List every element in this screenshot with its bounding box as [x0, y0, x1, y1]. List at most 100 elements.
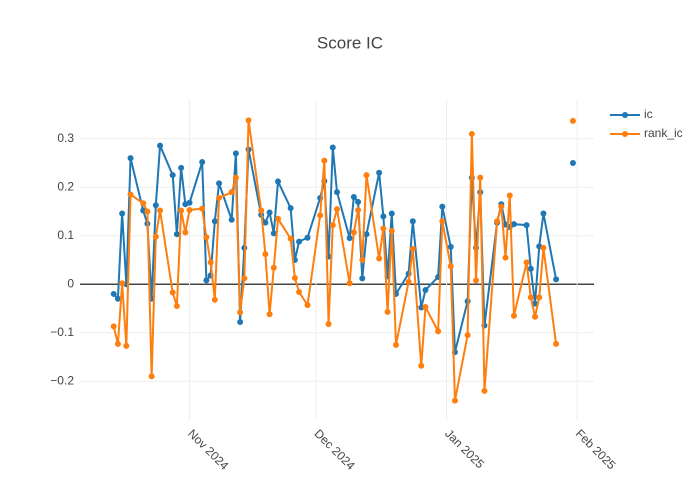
- point: [123, 342, 130, 349]
- point: [127, 155, 134, 162]
- point: [228, 189, 235, 196]
- point: [296, 289, 303, 295]
- point: [346, 235, 353, 242]
- point: [317, 212, 324, 219]
- y-tick-label: 0.2: [57, 179, 74, 193]
- point: [329, 144, 336, 151]
- x-tick-label: Nov 2024: [185, 426, 231, 472]
- y-tick-label: 0.3: [57, 131, 74, 145]
- point: [110, 290, 117, 297]
- point: [376, 169, 383, 176]
- point: [409, 245, 416, 252]
- point: [237, 309, 244, 316]
- y-tick-label: 0.1: [57, 228, 74, 242]
- point: [569, 117, 576, 124]
- legend-item: rank_ic: [610, 126, 683, 140]
- point: [527, 265, 534, 272]
- point: [127, 191, 134, 198]
- point: [203, 234, 210, 241]
- point: [553, 340, 560, 347]
- chart-title: Score IC: [317, 33, 383, 52]
- point: [232, 150, 239, 157]
- x-tick-label: Dec 2024: [312, 426, 358, 472]
- legend-label: ic: [644, 107, 653, 121]
- point: [388, 227, 395, 234]
- point: [304, 234, 311, 241]
- point: [468, 130, 475, 137]
- point: [232, 174, 239, 181]
- point: [157, 142, 164, 149]
- y-tick-label: 0: [67, 276, 74, 290]
- point: [211, 218, 218, 225]
- point: [422, 304, 429, 311]
- point: [203, 277, 210, 284]
- point: [363, 231, 370, 238]
- point: [270, 230, 277, 237]
- point: [510, 312, 517, 319]
- point: [266, 209, 273, 216]
- point: [355, 198, 362, 205]
- point: [481, 387, 488, 394]
- point: [553, 276, 560, 283]
- point: [380, 225, 387, 232]
- point: [241, 275, 248, 282]
- point: [237, 319, 244, 326]
- point: [296, 238, 303, 245]
- point: [334, 189, 340, 196]
- point: [270, 264, 277, 271]
- point: [216, 180, 223, 187]
- point: [334, 206, 340, 213]
- point: [114, 295, 121, 302]
- point: [363, 172, 370, 179]
- point: [173, 231, 180, 238]
- point: [376, 255, 383, 262]
- legend-marker: [622, 131, 628, 137]
- point: [523, 222, 530, 229]
- legend-item: ic: [610, 107, 653, 121]
- point: [304, 302, 311, 309]
- point: [498, 203, 505, 210]
- point: [435, 328, 442, 335]
- point: [169, 172, 176, 179]
- point: [502, 254, 509, 261]
- point: [418, 362, 425, 369]
- point: [148, 373, 155, 380]
- point: [447, 263, 454, 270]
- y-tick-label: −0.1: [50, 325, 74, 339]
- point: [325, 321, 332, 327]
- point: [169, 289, 176, 296]
- point: [211, 296, 218, 303]
- point: [359, 257, 366, 263]
- point: [532, 313, 539, 320]
- point: [477, 174, 484, 181]
- point: [262, 219, 269, 226]
- point: [178, 207, 185, 214]
- point: [329, 222, 336, 229]
- point: [523, 259, 530, 266]
- point: [216, 194, 223, 201]
- point: [207, 259, 214, 266]
- point: [473, 277, 480, 284]
- point: [173, 303, 180, 310]
- point: [447, 243, 454, 250]
- legend-label: rank_ic: [644, 126, 683, 140]
- point: [140, 200, 147, 207]
- point: [245, 117, 252, 124]
- point: [157, 207, 164, 214]
- point: [506, 192, 513, 199]
- point: [451, 397, 458, 404]
- point: [569, 160, 576, 167]
- series: [110, 117, 576, 404]
- point: [152, 233, 159, 240]
- point: [527, 294, 534, 301]
- point: [199, 205, 206, 212]
- x-tick-label: Feb 2025: [573, 426, 619, 472]
- point: [540, 210, 547, 217]
- point: [114, 340, 121, 347]
- point: [494, 218, 501, 225]
- point: [464, 332, 471, 339]
- point: [439, 203, 446, 210]
- point: [384, 308, 391, 315]
- point: [359, 275, 366, 282]
- grid: [80, 100, 594, 420]
